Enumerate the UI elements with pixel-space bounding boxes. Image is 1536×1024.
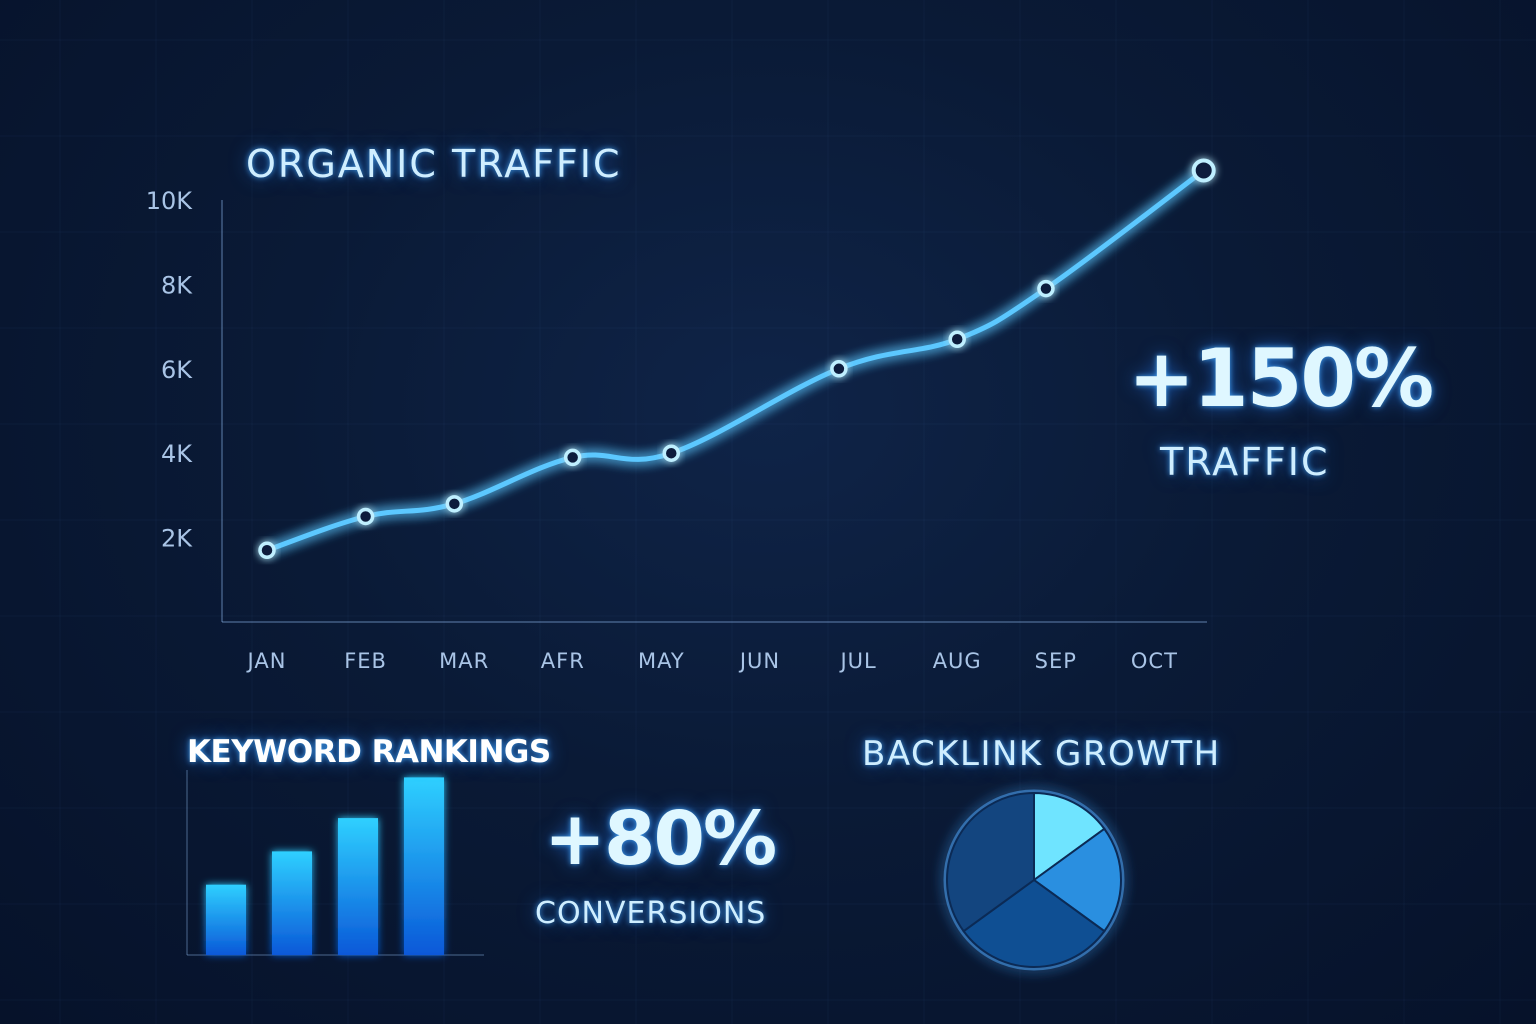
y-tick-label: 8K <box>161 271 193 299</box>
traffic-markers <box>258 158 1216 560</box>
traffic-stat-value: +150% <box>1128 332 1434 425</box>
data-point-marker <box>662 444 681 462</box>
conversions-stat-value: +80% <box>544 796 777 882</box>
keyword-bar <box>206 884 246 955</box>
x-tick-label: AUG <box>933 649 982 673</box>
pie-slice <box>946 791 1035 933</box>
keyword-rankings-title: KEYWORD RANKINGS <box>187 734 551 770</box>
traffic-stat-label: TRAFFIC <box>1160 440 1330 484</box>
keyword-bars <box>206 777 444 955</box>
x-tick-label: SEP <box>1035 649 1077 673</box>
backlink-growth-title: BACKLINK GROWTH <box>862 734 1221 774</box>
pie-outline <box>943 789 1125 971</box>
x-tick-label: JAN <box>246 649 287 673</box>
x-tick-label: OCT <box>1131 649 1178 673</box>
x-axis-ticks: JAN FEB MAR AFR MAY JUN JUL AUG SEP OCT <box>246 649 1178 673</box>
keyword-bar <box>404 777 444 955</box>
pie-slice <box>1033 791 1106 882</box>
backlink-slices <box>943 789 1125 971</box>
keyword-bar <box>338 818 378 955</box>
y-tick-label: 4K <box>161 440 193 468</box>
data-point-marker <box>356 507 375 526</box>
x-tick-label: JUL <box>838 649 876 673</box>
keyword-bar <box>272 851 312 955</box>
x-tick-label: AFR <box>541 649 585 673</box>
data-point-marker <box>563 448 582 467</box>
y-axis-ticks: 2K 4K 6K 8K 10K <box>146 187 194 553</box>
pie-slice <box>962 878 1106 968</box>
data-point-marker <box>948 330 966 349</box>
traffic-line <box>264 167 1207 553</box>
data-point-marker <box>445 495 464 513</box>
x-tick-label: JUN <box>738 649 780 673</box>
data-point-marker <box>258 541 276 560</box>
x-tick-label: MAY <box>638 649 685 673</box>
y-tick-label: 6K <box>161 356 193 384</box>
data-point-marker <box>1037 279 1055 298</box>
chart-axes <box>221 200 1207 623</box>
conversions-stat-label: CONVERSIONS <box>535 896 767 931</box>
y-tick-label: 2K <box>161 525 193 553</box>
x-tick-label: MAR <box>439 649 489 673</box>
traffic-series <box>264 167 1207 553</box>
data-point-marker <box>1191 158 1216 183</box>
x-tick-label: FEB <box>344 649 387 673</box>
y-tick-label: 10K <box>146 187 194 215</box>
data-point-marker <box>830 360 848 378</box>
chart-title: ORGANIC TRAFFIC <box>246 142 622 186</box>
pie-slice <box>1032 827 1122 933</box>
